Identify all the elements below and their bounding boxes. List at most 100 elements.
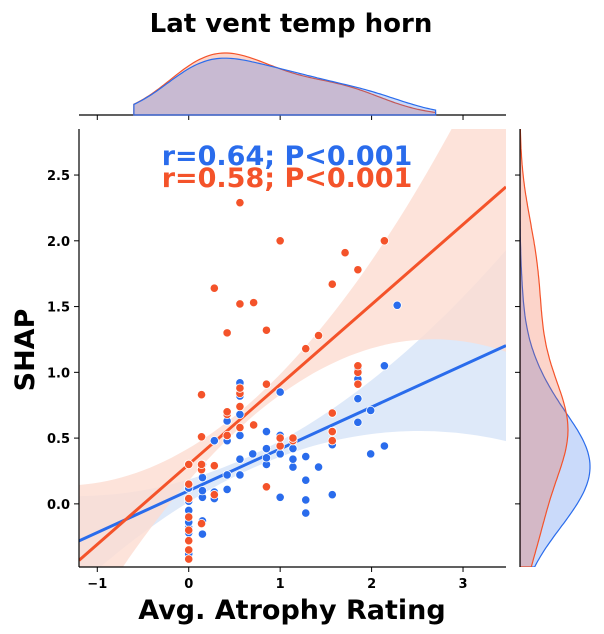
- y-tick-label: 0.0: [47, 498, 70, 513]
- scatter-point: [275, 387, 285, 397]
- scatter-point: [196, 390, 207, 400]
- scatter-point: [184, 479, 194, 489]
- x-tick-label: 3: [459, 577, 468, 592]
- scatter-point: [235, 401, 245, 412]
- right-marginal-kde: [520, 129, 591, 567]
- scatter-point: [209, 283, 219, 293]
- scatter-point: [313, 330, 324, 341]
- scatter-point: [392, 300, 402, 310]
- scatter-point: [196, 518, 207, 529]
- scatter-point: [379, 441, 389, 451]
- scatter-point: [275, 492, 285, 502]
- scatter-point: [197, 529, 208, 539]
- scatter-point: [235, 454, 245, 464]
- scatter-point: [209, 490, 219, 500]
- scatter-point: [327, 279, 337, 289]
- scatter-point: [249, 420, 259, 430]
- scatter-point: [261, 379, 272, 389]
- scatter-point: [209, 461, 219, 471]
- plot-area: [79, 129, 506, 567]
- right-kde-series-1: [520, 129, 569, 567]
- scatter-point: [301, 508, 311, 518]
- scatter-point: [184, 494, 194, 504]
- scatter-point: [261, 444, 272, 454]
- scatter-point: [288, 454, 298, 464]
- correlation-annotation-red: r=0.58; P<0.001: [162, 163, 413, 194]
- scatter-point: [261, 325, 272, 335]
- y-tick-label: 2.0: [47, 235, 70, 250]
- scatter-point: [222, 407, 232, 417]
- scatter-point: [248, 449, 258, 459]
- y-tick-label: 1.5: [47, 301, 70, 316]
- correlation-annotation-blue: r=0.64; P<0.001: [162, 141, 413, 172]
- scatter-point: [184, 512, 194, 522]
- scatter-point: [209, 436, 219, 446]
- scatter-point: [327, 490, 337, 500]
- right-kde-series-0: [520, 129, 591, 567]
- scatter-point: [288, 444, 298, 454]
- scatter-point: [261, 426, 272, 437]
- scatter-point: [301, 475, 311, 485]
- scatter-point: [301, 344, 311, 354]
- scatter-point: [288, 462, 298, 472]
- scatter-point: [222, 470, 232, 480]
- scatter-point: [327, 426, 337, 437]
- scatter-point: [275, 433, 285, 443]
- x-tick-label: 2: [367, 577, 376, 592]
- y-tick-label: 0.5: [47, 432, 70, 447]
- scatter-point: [301, 495, 311, 505]
- regression-line-series-1: [79, 185, 506, 562]
- top-kde-series-0: [133, 57, 437, 116]
- scatter-point: [184, 536, 194, 546]
- scatter-point: [353, 417, 363, 427]
- scatter-point: [275, 441, 285, 451]
- scatter-point: [222, 328, 232, 338]
- x-tick-label: 0: [184, 577, 193, 592]
- plot-layer: −1 0 1 2 3 0.0 0.5 1.0 1.5 2.0 2.5: [47, 52, 591, 592]
- scatter-point: [235, 299, 245, 309]
- scatter-point: [366, 449, 376, 459]
- scatter-point: [261, 482, 272, 492]
- scatter-point: [235, 470, 245, 480]
- scatter-point: [197, 472, 208, 483]
- scatter-point: [235, 198, 245, 208]
- scatter-point: [275, 449, 285, 459]
- scatter-point: [301, 451, 311, 462]
- scatter-point: [366, 405, 376, 416]
- scatter-point: [261, 453, 272, 463]
- scatter-point: [235, 383, 245, 393]
- scatter-point: [353, 265, 363, 275]
- scatter-point: [313, 462, 324, 472]
- scatter-point: [196, 459, 207, 470]
- scatter-point: [379, 361, 389, 371]
- scatter-point: [184, 545, 194, 555]
- scatter-point: [275, 236, 285, 246]
- x-axis-label: Avg. Atrophy Rating: [138, 595, 445, 626]
- chart-title: Lat vent temp horn: [150, 9, 433, 39]
- scatter-point: [235, 430, 245, 441]
- scatter-point: [340, 248, 350, 258]
- scatter-point: [353, 361, 363, 371]
- scatter-point: [235, 422, 245, 433]
- y-tick-label: 2.5: [47, 169, 70, 184]
- scatter-point: [196, 432, 207, 442]
- scatter-point: [197, 486, 208, 496]
- scatter-point: [327, 408, 337, 418]
- top-kde-series-1: [133, 52, 437, 116]
- scatter-point: [184, 459, 194, 470]
- scatter-point: [288, 433, 298, 443]
- scatter-point: [184, 525, 194, 535]
- scatter-point: [353, 379, 363, 389]
- y-tick-label: 1.0: [47, 366, 70, 381]
- x-tick-label: 1: [276, 577, 285, 592]
- scatter-point: [249, 298, 259, 308]
- scatter-point: [184, 554, 194, 564]
- scatter-point: [235, 409, 245, 420]
- regression-lines: [79, 185, 506, 562]
- scatter-series-1: [184, 198, 389, 564]
- scatter-point: [222, 430, 232, 441]
- x-tick-label: −1: [87, 577, 107, 592]
- scatter-point: [327, 436, 337, 446]
- scatter-point: [222, 484, 232, 494]
